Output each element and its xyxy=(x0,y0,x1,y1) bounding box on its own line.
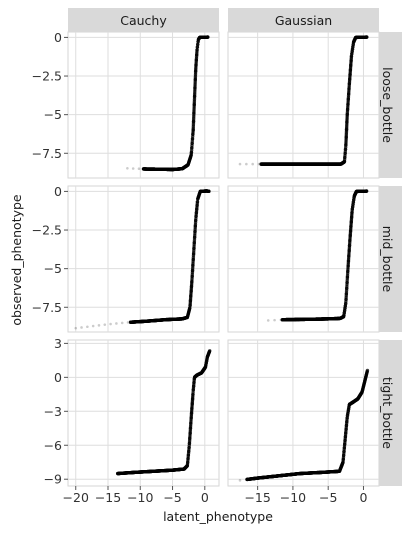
data-point xyxy=(126,166,129,170)
y-tick-label: −2.5 xyxy=(32,223,62,238)
y-tick-label: 0 xyxy=(54,184,62,199)
y-tick-label: −7.5 xyxy=(32,300,62,315)
y-tick-label: −5 xyxy=(44,261,62,276)
data-point xyxy=(74,326,78,330)
data-point xyxy=(115,322,118,325)
data-point xyxy=(238,479,242,482)
data-point xyxy=(195,200,200,204)
data-point xyxy=(188,306,192,310)
facet-label-cauchy: Cauchy xyxy=(120,13,167,28)
x-tick-label: −5 xyxy=(319,490,337,505)
panel-cauchy-loose-bottle xyxy=(67,31,220,179)
data-point xyxy=(266,319,270,322)
panel-background xyxy=(67,339,220,487)
data-point xyxy=(131,167,135,170)
data-point xyxy=(137,167,141,171)
data-point xyxy=(207,189,211,194)
y-tick-label: −2.5 xyxy=(32,69,62,84)
data-point xyxy=(365,35,369,39)
facet-label-gaussian: Gaussian xyxy=(275,13,332,28)
y-tick-label: −7.5 xyxy=(32,146,62,161)
y-tick-label: 0 xyxy=(54,30,62,45)
data-point xyxy=(97,324,101,327)
panel-cauchy-tight-bottle xyxy=(67,339,220,487)
data-point xyxy=(196,42,200,47)
x-tick-label: −20 xyxy=(63,490,89,505)
data-point xyxy=(109,322,112,326)
y-tick-label: 3 xyxy=(54,336,62,351)
facet-label-loose-bottle: loose_bottle xyxy=(380,67,395,143)
data-point xyxy=(273,318,276,322)
x-tick-label: −5 xyxy=(163,490,181,505)
data-point xyxy=(86,325,89,329)
panel-gaussian-tight-bottle xyxy=(227,339,380,487)
panel-gaussian-loose-bottle xyxy=(227,31,380,179)
y-tick-label: −3 xyxy=(44,404,62,419)
y-tick-label: 0 xyxy=(54,370,62,385)
data-point xyxy=(120,321,124,325)
data-point xyxy=(126,321,130,324)
x-tick-label: 0 xyxy=(360,490,368,505)
data-point xyxy=(80,326,83,329)
data-point xyxy=(238,162,242,166)
facet-label-mid-bottle: mid_bottle xyxy=(380,226,395,293)
data-point xyxy=(195,48,199,52)
y-tick-label: −6 xyxy=(44,438,62,453)
facet-label-tight-bottle: tight_bottle xyxy=(380,377,395,449)
data-point xyxy=(364,189,369,193)
data-point xyxy=(208,349,212,353)
panel-background xyxy=(227,339,380,487)
x-axis-title: latent_phenotype xyxy=(163,509,273,524)
panel-background xyxy=(227,185,380,333)
panel-gaussian-mid-bottle xyxy=(227,185,380,333)
data-point xyxy=(245,162,248,166)
panel-background xyxy=(227,31,380,179)
panels-layer xyxy=(67,31,380,487)
data-point xyxy=(206,35,210,39)
y-axis-title: observed_phenotype xyxy=(9,194,24,326)
data-point xyxy=(91,324,95,328)
x-tick-label: −10 xyxy=(280,490,306,505)
y-tick-label: −5 xyxy=(44,107,62,122)
x-tick-label: 0 xyxy=(201,490,209,505)
data-point xyxy=(365,368,370,373)
panel-cauchy-mid-bottle xyxy=(67,185,220,333)
data-point xyxy=(251,162,254,166)
x-tick-label: −10 xyxy=(127,490,153,505)
data-point xyxy=(103,323,107,326)
x-tick-label: −15 xyxy=(95,490,121,505)
y-tick-label: −9 xyxy=(44,472,62,487)
data-point xyxy=(195,45,200,49)
x-tick-label: −15 xyxy=(244,490,270,505)
